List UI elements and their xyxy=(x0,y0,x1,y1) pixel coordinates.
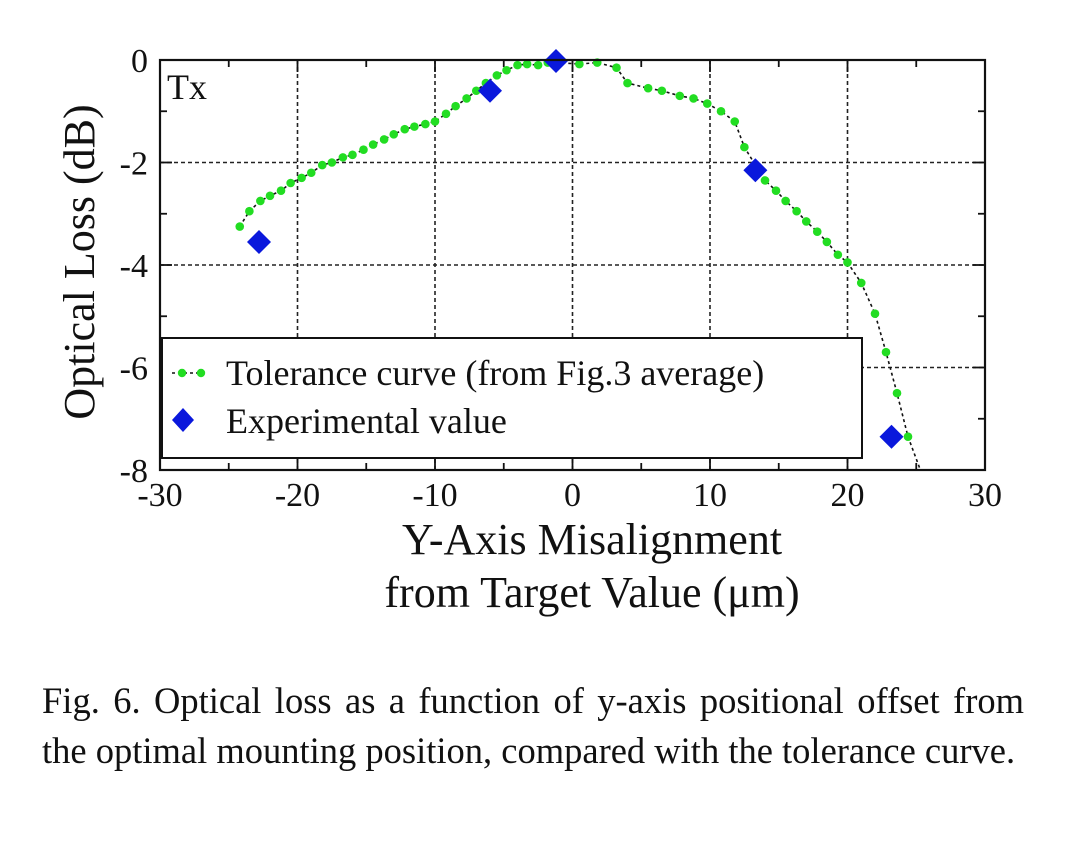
tolerance-curve-point xyxy=(801,217,811,226)
panel-label: Tx xyxy=(167,67,207,107)
tolerance-curve-point xyxy=(643,83,653,93)
legend-experimental-label: Experimental value xyxy=(226,401,507,441)
tolerance-curve-point xyxy=(368,140,378,149)
experimental-point xyxy=(743,158,768,183)
tolerance-curve-point xyxy=(235,222,245,231)
x-tick-label: 30 xyxy=(968,477,1002,514)
tick-labels: -30 -20 -10 0 10 20 30 0 -2 -4 -6 -8 xyxy=(120,43,1002,514)
tolerance-curve-point xyxy=(421,119,430,129)
tolerance-curve-point xyxy=(623,78,632,88)
x-tick-label: -30 xyxy=(137,477,182,514)
tolerance-curve-point xyxy=(716,106,726,116)
ticks xyxy=(159,59,986,471)
experimental-point xyxy=(879,424,904,449)
x-tick-label: -20 xyxy=(275,477,320,514)
figure-caption: Fig. 6. Optical loss as a function of y-… xyxy=(42,680,1024,771)
tolerance-curve-point xyxy=(297,173,306,183)
tolerance-curve-point xyxy=(389,130,399,139)
y-tick-label: -6 xyxy=(120,351,148,388)
legend-experimental-marker xyxy=(172,408,194,432)
experimental-point xyxy=(478,78,502,103)
tolerance-curve-point xyxy=(348,150,357,160)
tolerance-curve-point xyxy=(471,86,481,96)
tolerance-curve-point xyxy=(903,432,913,441)
tolerance-curve-point xyxy=(400,124,410,134)
tolerance-curve-point xyxy=(359,145,368,154)
tolerance-curve-point xyxy=(675,91,685,101)
tolerance-curve-point xyxy=(657,86,667,96)
y-tick-label: -2 xyxy=(120,146,148,183)
tolerance-curve-point xyxy=(410,122,419,131)
legend-curve-label: Tolerance curve (from Fig.3 average) xyxy=(226,353,764,393)
tolerance-curve-point xyxy=(245,206,254,216)
tolerance-curve-point xyxy=(730,117,740,126)
x-tick-label: 10 xyxy=(693,477,727,514)
loss-chart: -30 -20 -10 0 10 20 30 0 -2 -4 -6 -8 Tx Tolerance c… xyxy=(55,43,1002,617)
tolerance-curve-point xyxy=(812,227,822,236)
tolerance-curve-point xyxy=(338,153,348,162)
x-tick-label: -10 xyxy=(412,477,457,514)
plot-frame xyxy=(158,58,987,472)
x-axis-title-line2: from Target Value (μm) xyxy=(384,568,799,617)
tolerance-curve-point xyxy=(379,135,389,144)
tolerance-curve-point xyxy=(451,101,460,111)
legend-box xyxy=(161,337,863,459)
tolerance-curve-point xyxy=(612,63,621,72)
tolerance-curve-point xyxy=(441,109,451,119)
experimental-point xyxy=(247,229,271,254)
x-tick-label: 0 xyxy=(564,477,581,514)
legend-curve-marker xyxy=(196,368,206,378)
y-tick-label: -4 xyxy=(120,248,148,285)
tolerance-curve-point xyxy=(286,178,295,188)
tolerance-curve-point xyxy=(881,347,891,357)
tolerance-curve-point xyxy=(256,196,265,206)
x-axis-title-line1: Y-Axis Misalignment xyxy=(402,515,782,564)
tolerance-curve-point xyxy=(760,176,770,185)
tolerance-curve-point xyxy=(702,99,712,108)
tolerance-curve-point xyxy=(317,160,327,170)
tolerance-curve-point xyxy=(822,237,832,247)
tolerance-curve-point xyxy=(575,59,584,69)
y-axis-title: Optical Loss (dB) xyxy=(55,104,104,419)
tolerance-curve-point xyxy=(533,60,543,70)
tolerance-curve-point xyxy=(492,71,502,80)
tolerance-curve-point xyxy=(870,309,880,318)
tolerance-curve-point xyxy=(276,186,286,195)
tolerance-curve-point xyxy=(843,258,852,267)
tolerance-curve-point xyxy=(892,388,902,398)
y-tick-label: 0 xyxy=(131,43,148,80)
tolerance-curve-point xyxy=(781,196,790,206)
tolerance-curve-point xyxy=(689,94,698,103)
tolerance-curve-point xyxy=(792,206,801,216)
tolerance-curve-point xyxy=(306,168,316,178)
x-tick-label: 20 xyxy=(831,477,865,514)
tolerance-curve-point xyxy=(833,250,843,260)
tolerance-curve-point xyxy=(462,94,471,103)
tolerance-curve-point xyxy=(265,191,275,201)
y-tick-label: -8 xyxy=(120,453,148,490)
tolerance-curve-point xyxy=(771,186,781,195)
tolerance-curve-point xyxy=(513,60,522,70)
tolerance-curve-point xyxy=(430,117,440,126)
legend-curve-marker xyxy=(177,368,187,378)
tolerance-curve-point xyxy=(856,278,866,288)
tolerance-curve-point xyxy=(740,142,749,152)
tolerance-curve-point xyxy=(522,59,532,69)
tolerance-curve-point xyxy=(327,158,337,167)
legend: Tolerance curve (from Fig.3 average) Exp… xyxy=(161,337,863,459)
tolerance-curve-point xyxy=(502,65,511,75)
